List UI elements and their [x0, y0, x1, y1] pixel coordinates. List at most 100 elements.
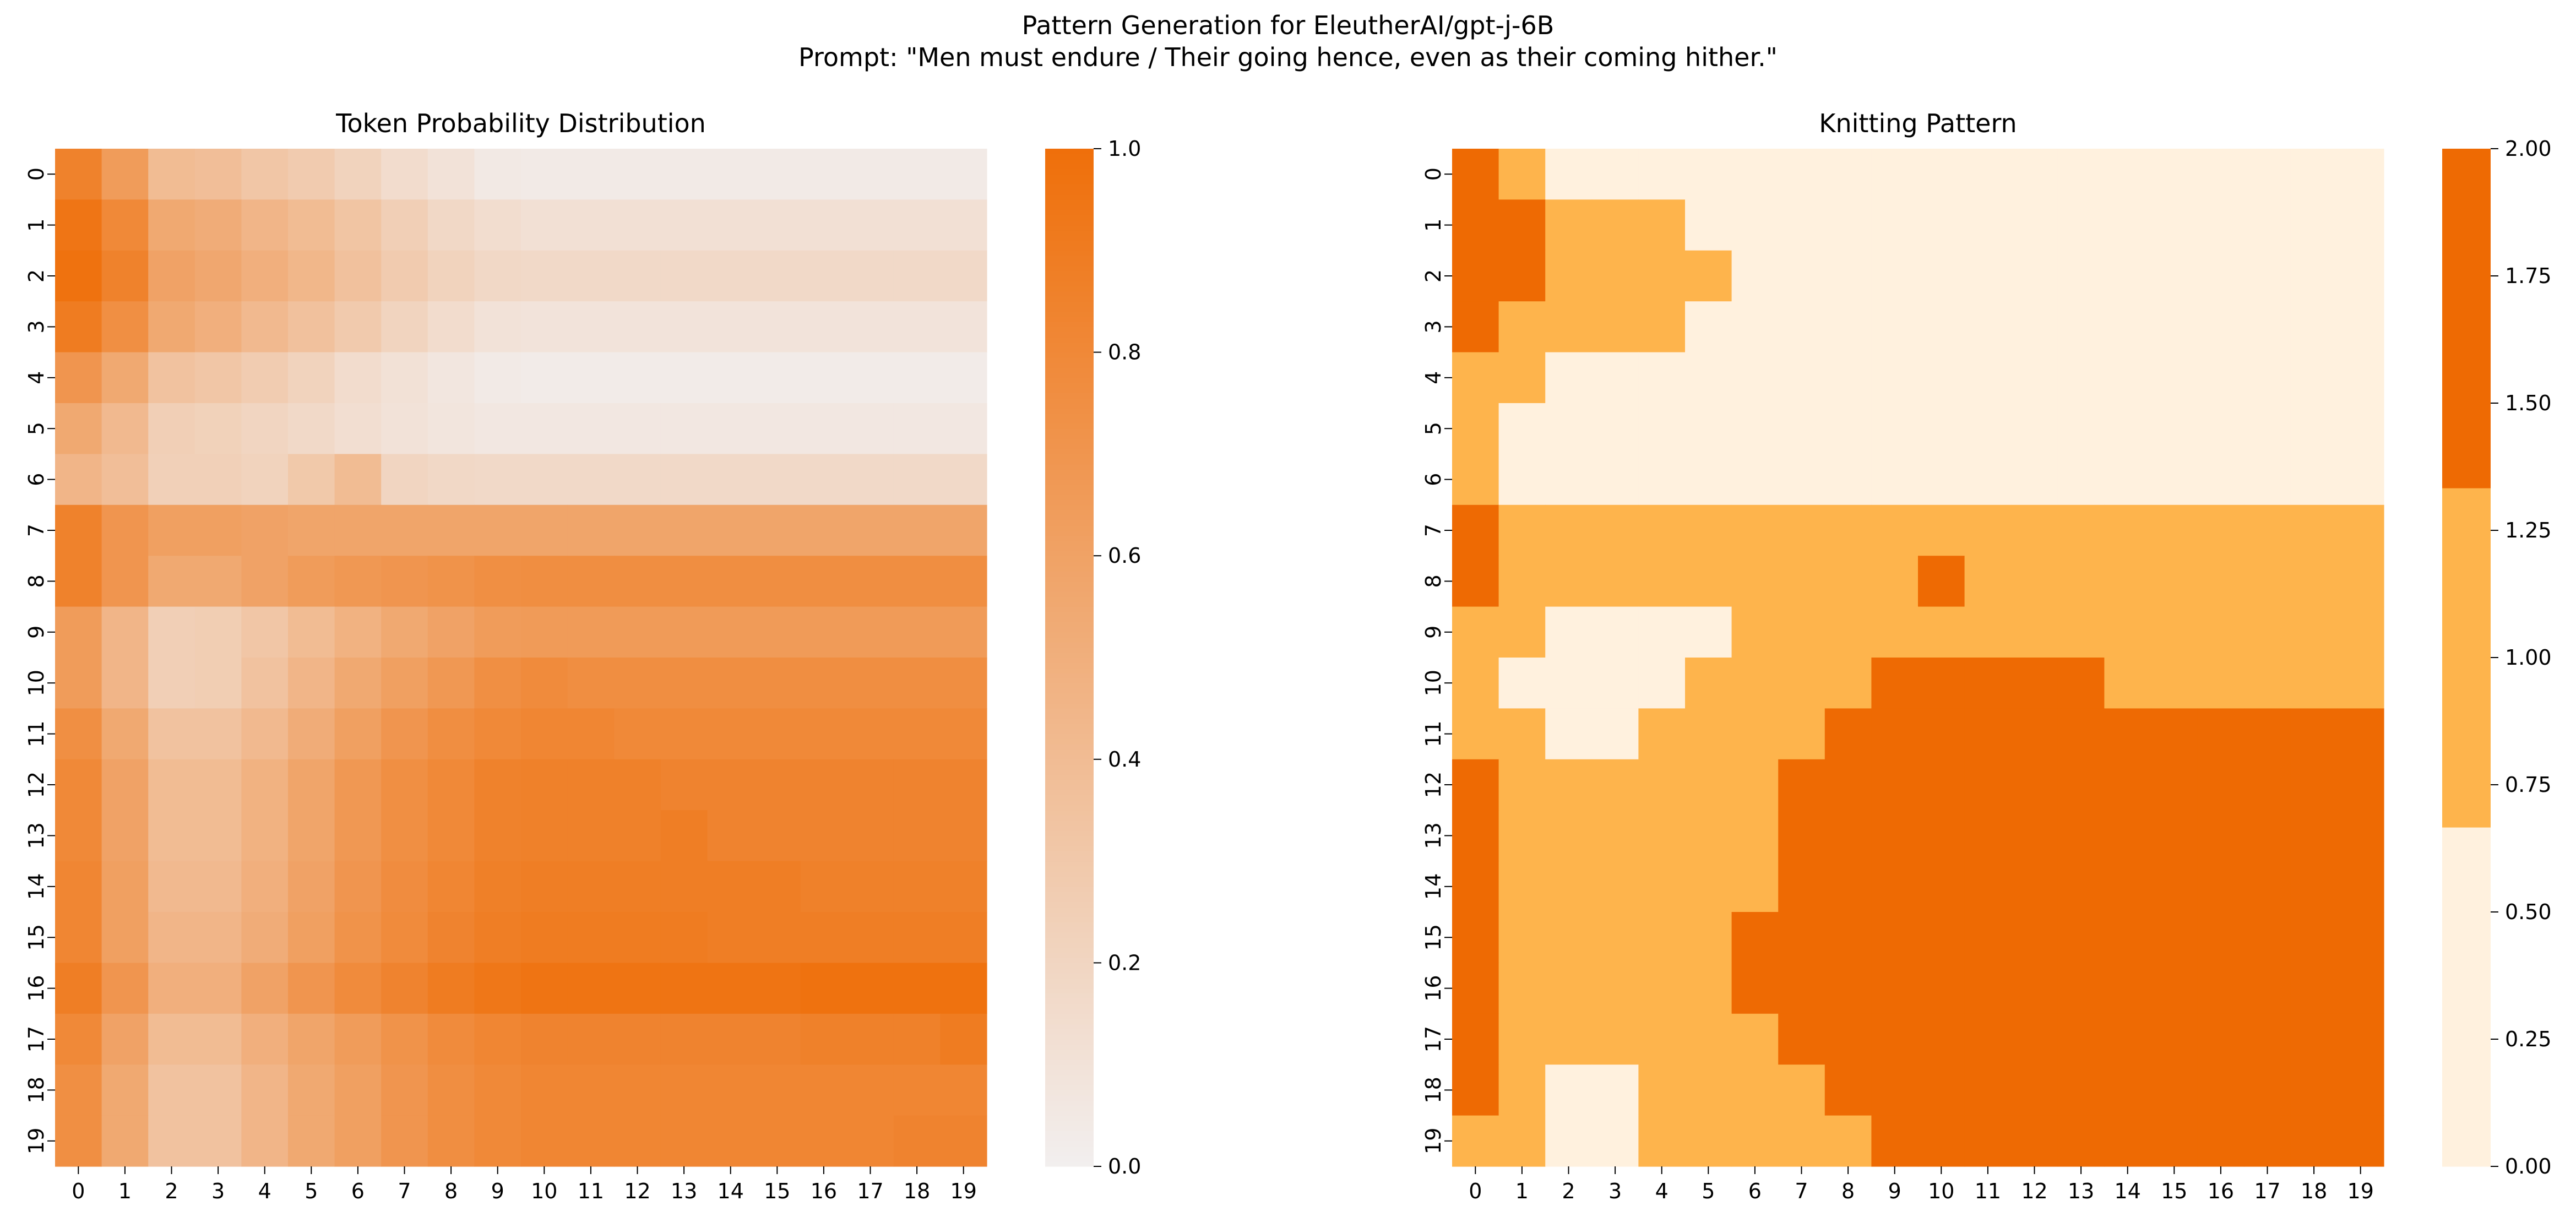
y-tick-label: 8 — [1421, 574, 1445, 588]
colorbar-gradient-step — [1045, 164, 1094, 170]
heatmap-cell — [567, 301, 615, 353]
heatmap-cell — [1824, 810, 1872, 862]
heatmap-cell — [1452, 810, 1499, 862]
colorbar-gradient-step — [1045, 825, 1094, 831]
heatmap-cell — [2244, 658, 2291, 709]
y-tick-label: 0 — [1421, 167, 1445, 181]
heatmap-cell — [707, 963, 754, 1014]
colorbar-gradient-step — [1045, 774, 1094, 780]
heatmap-cell — [194, 708, 242, 760]
heatmap-cell — [1918, 352, 1965, 404]
colorbar-gradient-step — [1045, 377, 1094, 383]
heatmap-cell — [1964, 912, 2012, 963]
heatmap-cell — [1731, 352, 1779, 404]
colorbar-gradient-step — [1045, 561, 1094, 567]
heatmap-cell — [1871, 454, 1919, 506]
heatmap-cell — [148, 199, 195, 251]
colorbar-gradient-step — [1045, 245, 1094, 251]
heatmap-cell — [55, 403, 102, 454]
heatmap-cell — [241, 556, 289, 607]
heatmap-cell — [1452, 556, 1499, 607]
colorbar: 0.00 0.25 0.50 0.75 1.00 1.25 1.50 1.75 2.00 — [2442, 137, 2552, 1178]
heatmap-cell — [1964, 199, 2012, 251]
heatmap-cell — [1731, 861, 1779, 913]
heatmap-cell — [1638, 1013, 1686, 1065]
heatmap-cell — [194, 1115, 242, 1167]
heatmap-cell — [2011, 352, 2058, 404]
heatmap-cell — [2151, 963, 2198, 1014]
heatmap-cell — [1918, 556, 1965, 607]
heatmap-cell — [1824, 301, 1872, 353]
heatmap-cell — [847, 759, 894, 811]
colorbar-gradient-step — [1045, 1019, 1094, 1024]
heatmap-cell — [334, 454, 382, 506]
heatmap-cell — [1638, 1065, 1686, 1116]
heatmap-cell — [893, 199, 941, 251]
colorbar-gradient-step — [1045, 408, 1094, 414]
heatmap-cell — [427, 912, 475, 963]
heatmap-cell — [334, 250, 382, 302]
heatmap-cell — [1545, 1013, 1593, 1065]
heatmap-cell — [194, 1013, 242, 1065]
heatmap-cell — [1824, 1013, 1872, 1065]
heatmap-cell — [1824, 556, 1872, 607]
colorbar-gradient-step — [1045, 209, 1094, 215]
heatmap-cell — [2151, 1065, 2198, 1116]
colorbar-gradient-step — [1045, 230, 1094, 236]
heatmap-cell — [567, 149, 615, 200]
heatmap-cell — [940, 708, 987, 760]
heatmap-cell — [614, 963, 661, 1014]
heatmap-cell — [660, 606, 708, 658]
heatmap-cell — [1871, 861, 1919, 913]
heatmap-cell — [893, 149, 941, 200]
figure-suptitle-line1: Pattern Generation for EleutherAI/gpt-j-… — [1022, 10, 1555, 40]
colorbar-gradient-step — [1045, 871, 1094, 877]
colorbar-gradient-step — [1045, 632, 1094, 638]
heatmap-cell — [1591, 454, 1639, 506]
y-tick-label: 6 — [1421, 473, 1445, 486]
heatmap-cell — [427, 301, 475, 353]
heatmap-cell — [2151, 759, 2198, 811]
heatmap-cell — [800, 504, 847, 556]
heatmap-cell — [707, 606, 754, 658]
colorbar-gradient-step — [1045, 581, 1094, 587]
heatmap-cell — [1498, 606, 1546, 658]
y-tick-label: 14 — [1421, 873, 1445, 900]
heatmap-cell — [2104, 606, 2151, 658]
heatmap-cell — [55, 861, 102, 913]
heatmap-cell — [1918, 963, 1965, 1014]
heatmap-cell — [2197, 352, 2245, 404]
heatmap-cell — [55, 1013, 102, 1065]
heatmap-cell — [1824, 708, 1872, 760]
heatmap-cell — [893, 759, 941, 811]
colorbar-tick-label: 1.25 — [2505, 518, 2552, 542]
heatmap-cell — [427, 1013, 475, 1065]
heatmap-cell — [55, 810, 102, 862]
heatmap-cell — [427, 149, 475, 200]
colorbar-gradient-step — [1045, 174, 1094, 180]
heatmap-cell — [567, 759, 615, 811]
colorbar-gradient-step — [1045, 820, 1094, 826]
heatmap-cell — [2197, 454, 2245, 506]
heatmap-cell — [1498, 352, 1546, 404]
heatmap-cell — [194, 861, 242, 913]
heatmap-cell — [2197, 912, 2245, 963]
heatmap-cell — [241, 199, 289, 251]
heatmap-cell — [2151, 352, 2198, 404]
heatmap-cell — [55, 454, 102, 506]
heatmap-cell — [2290, 149, 2338, 200]
heatmap-cell — [1685, 352, 1732, 404]
heatmap-cell — [2244, 963, 2291, 1014]
heatmap-cell — [427, 454, 475, 506]
heatmap-cell — [381, 556, 428, 607]
y-tick-label: 12 — [24, 772, 48, 798]
heatmap-cell — [2337, 556, 2384, 607]
heatmap-cell — [241, 963, 289, 1014]
heatmap-cell — [1871, 149, 1919, 200]
heatmap-cell — [1964, 861, 2012, 913]
colorbar-gradient-step — [1045, 606, 1094, 612]
x-tick-label: 9 — [491, 1179, 504, 1203]
y-tick-label: 17 — [1421, 1026, 1445, 1052]
heatmap-cell — [2337, 861, 2384, 913]
heatmap-cell — [334, 1065, 382, 1116]
